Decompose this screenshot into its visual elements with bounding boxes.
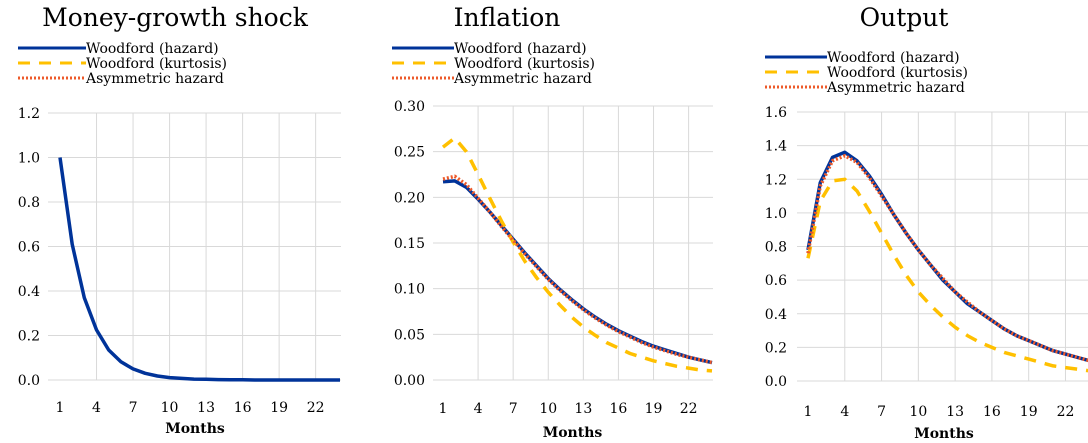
x-tick-label: 10 — [539, 401, 557, 417]
y-tick-label: 0.4 — [18, 284, 40, 300]
series-line-asymmetric-hazard — [442, 174, 713, 365]
legend-label: Woodford (kurtosis) — [827, 65, 968, 81]
x-tick-label: 16 — [234, 400, 252, 416]
x-tick-label: 16 — [610, 401, 628, 417]
series-line-woodford-hazard — [806, 150, 1088, 363]
y-tick-label: 0.0 — [18, 373, 40, 389]
x-tick-label: 13 — [946, 404, 964, 420]
y-tick-label: 0.8 — [18, 195, 40, 211]
x-tick-label: 16 — [983, 404, 1001, 420]
series-line-woodford-hazard — [442, 179, 713, 365]
y-tick-label: 0.25 — [394, 145, 425, 161]
y-tick-label: 1.0 — [765, 206, 787, 222]
x-tick-label: 22 — [1057, 404, 1075, 420]
x-tick-label: 7 — [509, 401, 518, 417]
x-tick-label: 1 — [56, 400, 65, 416]
x-tick-label: 13 — [574, 401, 592, 417]
chart-title: Inflation — [454, 3, 561, 32]
x-tick-label: 22 — [680, 401, 698, 417]
x-tick-label: 19 — [645, 401, 663, 417]
y-tick-label: 1.4 — [765, 139, 787, 155]
y-tick-label: 0.10 — [394, 282, 425, 298]
panel-3: Output Woodford (hazard)Woodford (kurtosi… — [765, 3, 1088, 442]
legend-label: Woodford (kurtosis) — [86, 56, 227, 72]
y-tick-label: 0.2 — [18, 329, 40, 345]
y-tick-label: 0.15 — [394, 236, 425, 252]
y-tick-label: 0.4 — [765, 307, 787, 323]
legend-label: Asymmetric hazard — [453, 71, 592, 87]
x-tick-label: 7 — [877, 404, 886, 420]
x-axis-label: Months — [165, 421, 225, 437]
y-tick-label: 0.6 — [18, 240, 40, 256]
panel-1: Money-growth shock Woodford (hazard)Woodf… — [18, 3, 341, 437]
y-tick-label: 0.00 — [394, 373, 425, 389]
legend-label: Woodford (hazard) — [86, 41, 219, 57]
y-tick-label: 0.6 — [765, 273, 787, 289]
legend-label: Woodford (kurtosis) — [454, 56, 595, 72]
x-tick-label: 13 — [197, 400, 215, 416]
x-axis-label: Months — [543, 425, 603, 441]
legend-label: Woodford (hazard) — [454, 41, 587, 57]
x-tick-label: 19 — [270, 400, 288, 416]
y-tick-label: 0.2 — [765, 340, 787, 356]
x-tick-label: 7 — [129, 400, 138, 416]
series-line-woodford-kurtosis — [441, 136, 713, 373]
x-tick-label: 1 — [804, 404, 813, 420]
y-tick-label: 1.0 — [18, 151, 40, 167]
x-tick-label: 10 — [161, 400, 179, 416]
legend-label: Asymmetric hazard — [85, 71, 224, 87]
x-tick-label: 19 — [1020, 404, 1038, 420]
chart-title: Output — [860, 3, 949, 32]
x-axis-label: Months — [914, 426, 974, 442]
panel-2: Inflation Woodford (hazard)Woodford (kurt… — [392, 3, 713, 441]
x-tick-label: 4 — [92, 400, 101, 416]
y-tick-label: 0.0 — [765, 374, 787, 390]
y-tick-label: 0.30 — [394, 99, 425, 115]
series-line-woodford-hazard — [58, 157, 340, 382]
series-line-woodford-kurtosis — [806, 177, 1088, 373]
y-tick-label: 1.2 — [765, 172, 787, 188]
y-tick-label: 0.05 — [394, 327, 425, 343]
x-tick-label: 4 — [840, 404, 849, 420]
x-tick-label: 10 — [909, 404, 927, 420]
x-tick-label: 4 — [474, 401, 483, 417]
y-tick-label: 0.8 — [765, 240, 787, 256]
x-tick-label: 22 — [307, 400, 325, 416]
x-tick-label: 1 — [439, 401, 448, 417]
y-tick-label: 1.2 — [18, 106, 40, 122]
series-line-asymmetric-hazard — [806, 153, 1088, 363]
legend-label: Woodford (hazard) — [827, 50, 960, 66]
y-tick-label: 0.20 — [394, 190, 425, 206]
y-tick-label: 1.6 — [765, 105, 787, 121]
chart-title: Money-growth shock — [42, 3, 309, 32]
legend-label: Asymmetric hazard — [826, 80, 965, 96]
